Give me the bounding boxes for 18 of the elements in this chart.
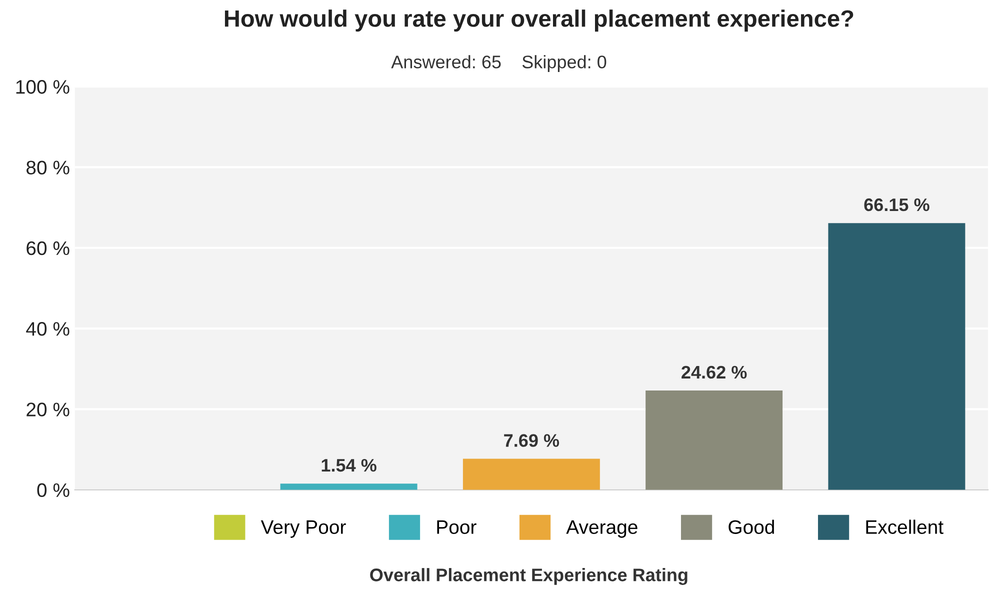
y-tick-label: 20 % <box>26 402 70 416</box>
y-tick-label: 60 % <box>26 241 70 256</box>
chart-title: How would you rate your overall placement experience? <box>224 10 854 32</box>
chart-subtitle: Answered: 65 Skipped: 0 <box>391 55 606 72</box>
x-axis-title: Overall Placement Experience Rating <box>370 568 688 585</box>
data-label: 7.69 % <box>504 434 560 447</box>
legend-label: Poor <box>437 520 476 534</box>
data-label: 24.62 % <box>682 366 747 379</box>
y-tick-label: 80 % <box>26 160 70 174</box>
data-label: 66.15 % <box>864 198 930 212</box>
y-tick-label: 100 % <box>16 80 70 94</box>
legend-label: Very Poor <box>260 520 346 538</box>
legend-label: Good <box>728 520 774 534</box>
y-tick-label: 40 % <box>26 322 70 336</box>
data-label: 1.54 % <box>322 458 376 472</box>
legend-label: Excellent <box>866 520 944 534</box>
legend-label: Average <box>566 520 638 538</box>
y-tick-label: 0 % <box>37 483 70 498</box>
